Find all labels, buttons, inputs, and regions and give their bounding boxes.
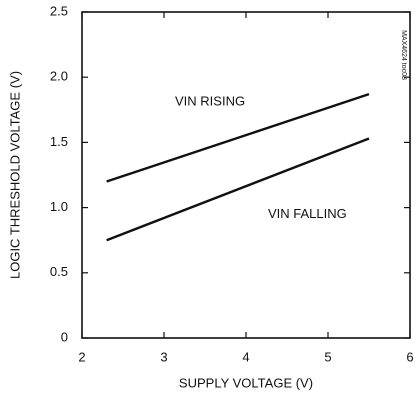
data-line [106, 93, 370, 183]
y-tick-label: 0.5 [50, 264, 68, 279]
y-tick-label: 0 [61, 329, 68, 344]
x-tick-label: 4 [242, 349, 249, 364]
plot-frame [81, 11, 411, 339]
x-tick-label: 3 [160, 349, 167, 364]
x-tick-label: 6 [406, 349, 413, 364]
x-tick-label: 2 [78, 349, 85, 364]
y-tick-label: 2.5 [50, 3, 68, 18]
y-axis-label: LOGIC THRESHOLD VOLTAGE (V) [7, 71, 22, 279]
series-label: VIN RISING [175, 93, 245, 108]
x-tick-label: 5 [324, 349, 331, 364]
figure-code: MAX4624 toc08 [400, 30, 407, 80]
y-tick-label: 1.5 [50, 134, 68, 149]
x-axis-label: SUPPLY VOLTAGE (V) [179, 375, 313, 390]
y-tick-label: 2.0 [50, 69, 68, 84]
y-tick-label: 1.0 [50, 199, 68, 214]
data-line [106, 137, 370, 242]
series-label: VIN FALLING [268, 206, 347, 221]
